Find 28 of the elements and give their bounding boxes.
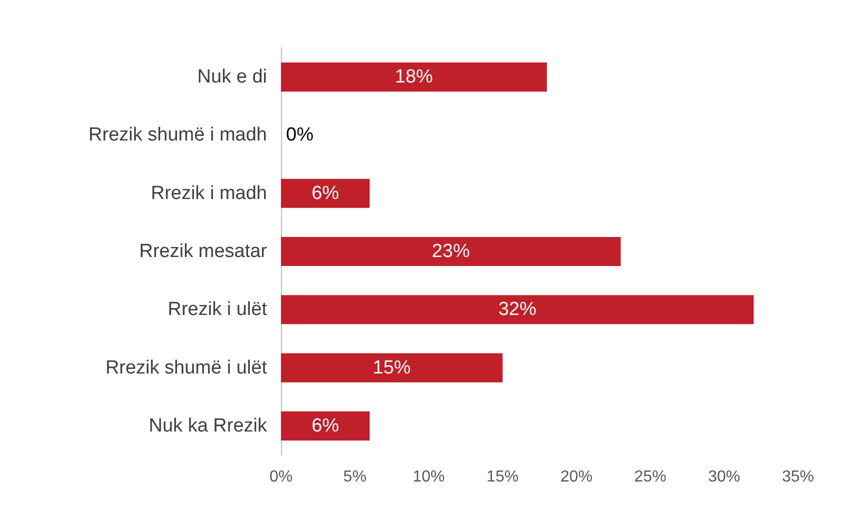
y-tick-label: Rrezik shumë i ulët: [105, 357, 268, 378]
data-label: 0%: [286, 124, 314, 146]
x-tick-label: 25%: [634, 468, 666, 486]
bar: [281, 236, 621, 266]
bar: [281, 353, 503, 382]
bar: [281, 411, 370, 440]
y-tick-label: Rrezik i madh: [150, 182, 267, 204]
x-tick-label: 10%: [412, 468, 445, 486]
data-label: 32%: [498, 299, 536, 320]
data-label: 6%: [312, 182, 340, 204]
bar: [281, 295, 754, 324]
x-tick-label: 35%: [782, 468, 814, 486]
y-tick-label: Nuk e di: [197, 66, 267, 88]
y-tick-label: Rrezik mesatar: [139, 241, 268, 262]
x-tick-label: 30%: [708, 468, 740, 486]
x-tick-label: 5%: [343, 468, 366, 486]
bar: [281, 178, 370, 208]
y-tick-label: Nuk ka Rrezik: [148, 415, 268, 436]
data-label: 18%: [394, 66, 434, 88]
x-tick-label: 20%: [560, 468, 592, 486]
bar: [281, 62, 547, 92]
x-tick-label: 0%: [269, 468, 293, 486]
data-label: 6%: [312, 415, 340, 436]
y-tick-label: Rrezik shumë i madh: [88, 124, 267, 146]
y-tick-label: Rrezik i ulët: [168, 299, 268, 320]
data-label: 23%: [432, 241, 470, 262]
data-label: 15%: [372, 357, 411, 378]
x-tick-label: 15%: [486, 468, 519, 486]
